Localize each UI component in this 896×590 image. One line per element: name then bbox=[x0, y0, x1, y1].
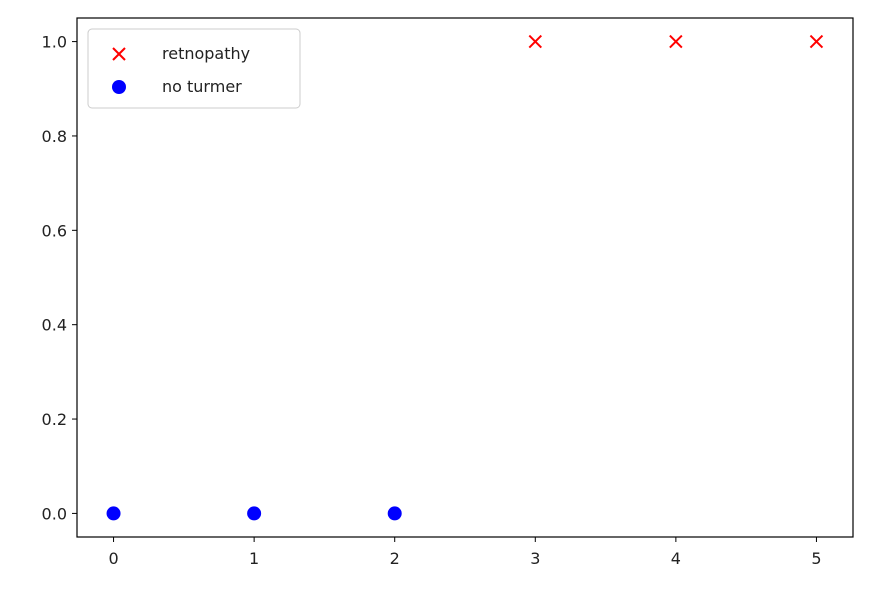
data-point bbox=[247, 506, 262, 521]
x-tick-label: 1 bbox=[249, 549, 259, 568]
y-tick-label: 0.0 bbox=[42, 504, 67, 523]
data-point bbox=[809, 34, 824, 49]
x-tick-label: 3 bbox=[530, 549, 540, 568]
legend-label: retnopathy bbox=[162, 44, 250, 63]
y-tick-label: 0.4 bbox=[42, 316, 67, 335]
data-point bbox=[387, 506, 402, 521]
series-retnopathy bbox=[528, 34, 824, 49]
legend: retnopathy no turmer bbox=[87, 28, 301, 109]
legend-item: retnopathy bbox=[112, 44, 250, 63]
plot-area: 0 1 2 3 4 5 0.0 0.2 0.4 0.6 0.8 1.0 bbox=[42, 33, 824, 568]
y-tick-label: 0.8 bbox=[42, 127, 67, 146]
y-tick-label: 0.2 bbox=[42, 410, 67, 429]
legend-label: no turmer bbox=[162, 77, 242, 96]
legend-box bbox=[87, 28, 301, 109]
legend-item: no turmer bbox=[112, 77, 242, 96]
x-tick-label: 2 bbox=[390, 549, 400, 568]
data-point bbox=[106, 506, 121, 521]
x-tick-label: 5 bbox=[811, 549, 821, 568]
y-tick-label: 1.0 bbox=[42, 33, 67, 52]
series-no-turmer bbox=[106, 506, 402, 521]
data-point bbox=[669, 34, 683, 49]
data-point bbox=[528, 34, 542, 49]
y-tick-label: 0.6 bbox=[42, 221, 67, 240]
axes-frame bbox=[76, 17, 854, 538]
x-tick-label: 4 bbox=[671, 549, 681, 568]
x-tick-label: 0 bbox=[108, 549, 118, 568]
legend-marker bbox=[112, 47, 126, 61]
legend-marker bbox=[112, 80, 126, 94]
